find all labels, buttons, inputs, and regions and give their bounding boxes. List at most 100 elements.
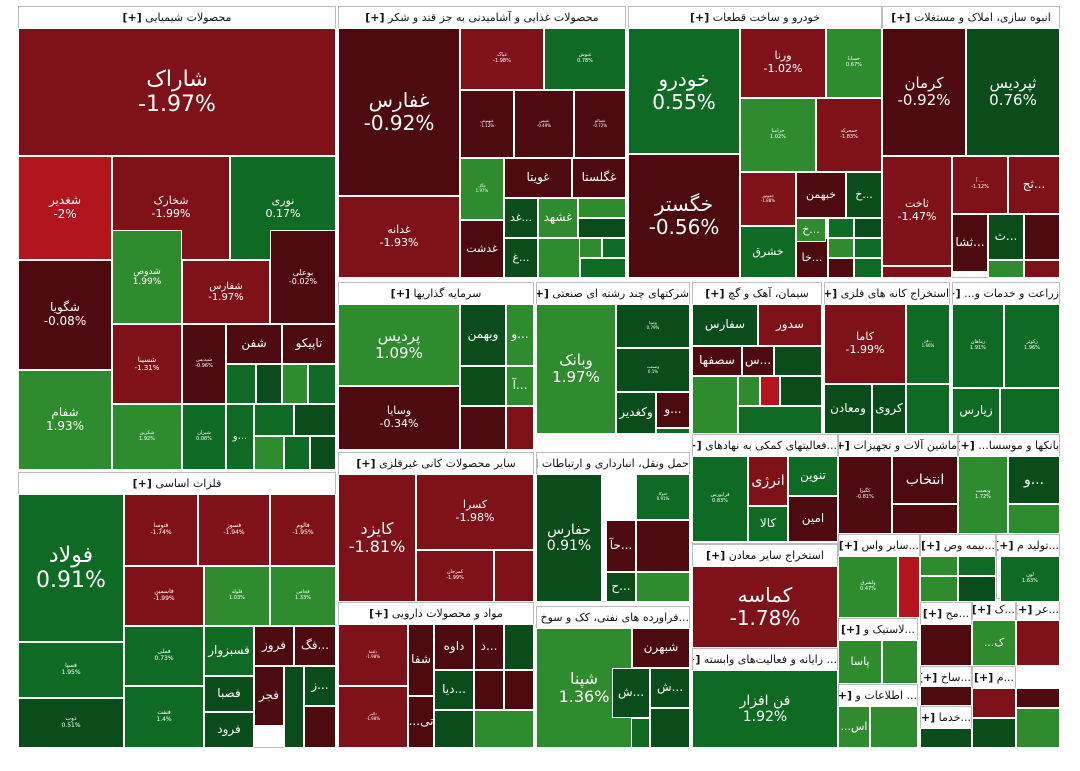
stock-tile[interactable]: وبصنت 1.72% — [958, 456, 1008, 534]
stock-tile[interactable]: غ... — [504, 238, 538, 278]
small-stock-tile[interactable] — [254, 404, 294, 436]
expand-icon[interactable]: [+] — [132, 477, 152, 490]
stock-tile[interactable]: بوعلی -0.02% — [270, 230, 336, 324]
small-stock-tile[interactable] — [906, 384, 950, 434]
small-stock-tile[interactable] — [1016, 688, 1060, 708]
expand-icon[interactable]: [+] — [973, 603, 992, 616]
stock-tile[interactable]: خبهمن — [796, 172, 846, 218]
stock-tile[interactable]: خزامیا 1.02% — [740, 98, 816, 172]
stock-tile[interactable]: دلقما -1.98% — [338, 624, 408, 686]
small-stock-tile[interactable] — [504, 624, 534, 670]
stock-tile[interactable]: شفن — [226, 324, 282, 364]
stock-tile[interactable]: خموتور -1.88% — [740, 172, 796, 226]
stock-tile[interactable]: شبهرن — [632, 628, 690, 668]
stock-tile[interactable]: غسالم -0.72% — [574, 90, 626, 158]
small-stock-tile[interactable] — [506, 406, 534, 450]
stock-tile[interactable]: وصنعت 0.1% — [616, 348, 690, 392]
small-stock-tile[interactable] — [892, 504, 958, 534]
stock-tile[interactable]: زیارس — [952, 388, 1000, 434]
stock-tile[interactable]: غبیس -0.49% — [514, 90, 574, 158]
stock-tile[interactable]: وسایا -0.34% — [338, 386, 460, 450]
expand-icon[interactable]: [+] — [825, 287, 838, 300]
small-stock-tile[interactable] — [828, 238, 854, 258]
small-stock-tile[interactable] — [882, 266, 952, 278]
small-stock-tile[interactable] — [920, 728, 972, 748]
expand-icon[interactable]: [+] — [705, 287, 725, 300]
sector-header[interactable]: ...ساخ [+] — [921, 667, 971, 688]
stock-tile[interactable]: فسوز -1.94% — [198, 494, 270, 566]
expand-icon[interactable]: [+] — [891, 11, 911, 24]
stock-tile[interactable]: فولاد 0.91% — [18, 494, 124, 642]
expand-icon[interactable]: [+] — [997, 539, 1014, 552]
stock-tile[interactable]: ح... — [606, 572, 636, 602]
small-stock-tile[interactable] — [474, 670, 504, 710]
small-stock-tile[interactable] — [958, 576, 996, 602]
stock-tile[interactable]: ومعادن — [824, 384, 872, 434]
sector-header[interactable]: استخراج سایر معادن [+] — [693, 545, 837, 566]
sector-header[interactable]: ...عر [+] — [1017, 599, 1059, 620]
sector-header[interactable]: محصولات غذایی و آشامیدنی به جز قند و شکر… — [339, 7, 625, 28]
small-stock-tile[interactable] — [636, 520, 690, 572]
stock-tile[interactable]: فسبزوار — [204, 626, 254, 676]
stock-tile[interactable]: و... — [226, 404, 254, 470]
stock-tile[interactable]: غگل 1.97% — [460, 158, 504, 220]
stock-tile[interactable]: حآ... — [606, 520, 636, 572]
stock-tile[interactable]: لون 1.63% — [1000, 556, 1060, 602]
small-stock-tile[interactable] — [882, 640, 918, 684]
stock-tile[interactable]: وبانک 1.97% — [536, 304, 616, 434]
stock-tile[interactable]: ورنا -1.02% — [740, 28, 826, 98]
stock-tile[interactable]: ش... — [612, 668, 650, 718]
sector-header[interactable]: ... اطلاعات و [+] — [839, 685, 917, 706]
stock-tile[interactable]: ز... — [304, 666, 336, 706]
small-stock-tile[interactable] — [538, 238, 580, 278]
small-stock-tile[interactable] — [1000, 388, 1060, 434]
small-stock-tile[interactable] — [578, 218, 626, 238]
expand-icon[interactable]: [+] — [839, 539, 859, 552]
stock-tile[interactable]: فصبا — [204, 676, 254, 712]
stock-tile[interactable]: سدور — [758, 304, 822, 346]
stock-tile[interactable]: فلوله 1.03% — [204, 566, 270, 626]
small-stock-tile[interactable] — [870, 706, 918, 748]
stock-tile[interactable]: غدشت — [460, 220, 504, 278]
small-stock-tile[interactable] — [254, 436, 284, 470]
small-stock-tile[interactable] — [578, 198, 626, 218]
expand-icon[interactable]: [+] — [840, 623, 861, 636]
small-stock-tile[interactable] — [504, 670, 534, 710]
expand-icon[interactable]: [+] — [973, 671, 994, 684]
small-stock-tile[interactable] — [972, 688, 1016, 718]
small-stock-tile[interactable] — [282, 364, 308, 404]
stock-tile[interactable]: فالوم -1.95% — [270, 494, 336, 566]
stock-tile[interactable]: کمرجان -1.99% — [416, 550, 494, 602]
stock-tile[interactable]: کروی — [872, 384, 906, 434]
small-stock-tile[interactable] — [1024, 260, 1060, 278]
stock-tile[interactable]: شفا — [408, 624, 434, 696]
small-stock-tile[interactable] — [656, 428, 690, 434]
small-stock-tile[interactable] — [828, 258, 854, 278]
stock-tile[interactable]: ...اس — [838, 706, 870, 748]
small-stock-tile[interactable] — [972, 718, 1016, 748]
expand-icon[interactable]: [+] — [122, 11, 142, 24]
expand-icon[interactable]: [+] — [537, 457, 538, 470]
expand-icon[interactable]: [+] — [693, 653, 701, 666]
sector-header[interactable]: سایر محصولات کانی غیرفلزی [+] — [339, 453, 533, 474]
small-stock-tile[interactable] — [738, 376, 760, 406]
stock-tile[interactable]: فرود — [204, 712, 254, 748]
stock-tile[interactable]: خشرق — [740, 226, 796, 278]
stock-tile[interactable]: شیران 0.06% — [182, 404, 226, 470]
small-stock-tile[interactable] — [256, 364, 282, 404]
sector-header[interactable]: مواد و محصولات دارویی [+] — [339, 603, 533, 624]
stock-tile[interactable]: پاسا — [838, 640, 882, 684]
expand-icon[interactable]: [+] — [921, 539, 941, 552]
expand-icon[interactable]: [+] — [839, 689, 853, 702]
small-stock-tile[interactable] — [460, 366, 506, 406]
small-stock-tile[interactable] — [760, 376, 780, 406]
small-stock-tile[interactable] — [828, 218, 854, 238]
stock-tile[interactable]: کاما -1.99% — [824, 304, 906, 384]
stock-tile[interactable]: داوه — [434, 624, 474, 670]
sector-header[interactable]: ... رایانه و فعالیت‌های وابسته [+] — [693, 649, 837, 670]
sector-header[interactable]: سیمان، آهک و گچ [+] — [693, 283, 821, 304]
stock-tile[interactable]: شگویا -0.08% — [18, 260, 112, 370]
stock-tile[interactable]: غفارس -0.92% — [338, 28, 460, 196]
stock-tile[interactable]: کسرا -1.98% — [416, 474, 534, 550]
sector-header[interactable]: خودرو و ساخت قطعات [+] — [629, 7, 881, 28]
